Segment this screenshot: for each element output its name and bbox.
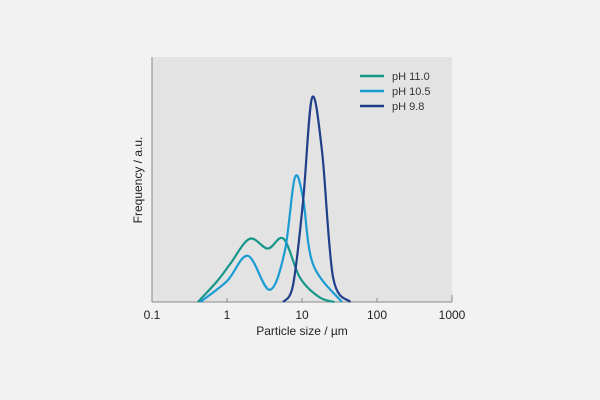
series-line-ph-10-5	[199, 174, 343, 303]
x-tick-label: 1000	[439, 308, 466, 322]
series-line-ph-9-8	[282, 95, 352, 303]
legend-label: pH 10.5	[392, 86, 431, 98]
x-axis-label: Particle size / µm	[256, 324, 348, 338]
legend-label: pH 9.8	[392, 101, 424, 113]
x-tick-label: 0.1	[144, 308, 161, 322]
x-tick-label: 1	[224, 308, 231, 322]
series-line-ph-11-0	[197, 236, 335, 304]
legend: pH 11.0 pH 10.5 pH 9.8	[360, 71, 431, 113]
legend-label: pH 11.0	[392, 71, 430, 83]
x-tick-label: 100	[367, 308, 387, 322]
y-axis-label: Frequency / a.u.	[131, 137, 145, 224]
plot-area	[152, 57, 452, 302]
x-tick-label: 10	[295, 308, 309, 322]
